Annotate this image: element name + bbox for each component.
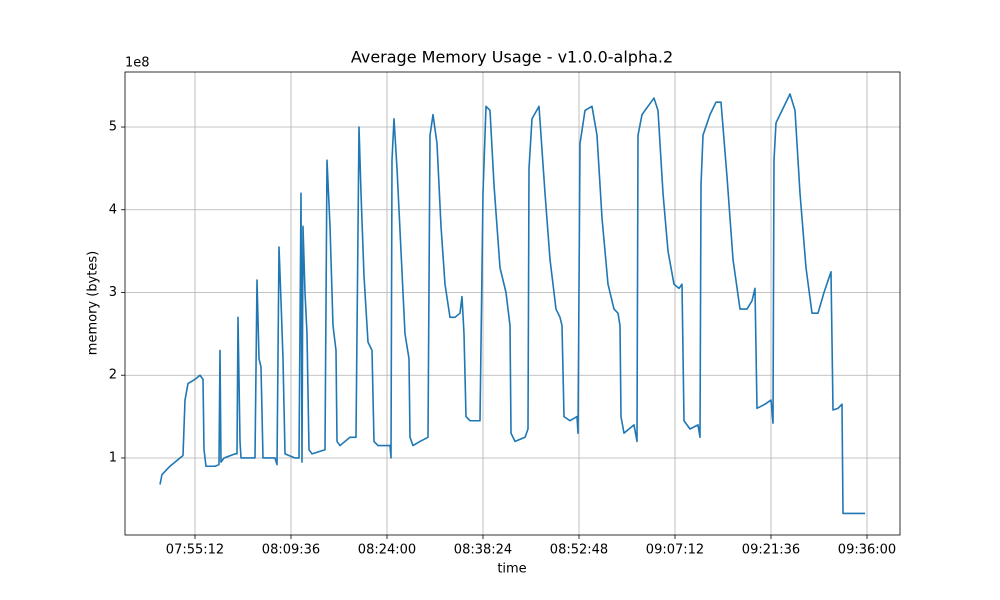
plot-frame [124, 71, 901, 536]
x-tick-label: 09:07:12 [646, 543, 704, 558]
x-tick-label: 08:38:24 [454, 543, 512, 558]
x-tick-label: 08:52:48 [550, 543, 608, 558]
y-tick-label: 4 [109, 202, 117, 217]
x-tick-label: 08:09:36 [262, 543, 320, 558]
x-tick-label: 09:36:00 [838, 543, 896, 558]
y-axis-label: memory (bytes) [86, 251, 101, 355]
y-tick-label: 1 [109, 450, 117, 465]
y-offset-text: 1e8 [125, 56, 150, 71]
y-tick-label: 3 [109, 285, 117, 300]
data-line [159, 93, 865, 515]
x-tick-label: 09:21:36 [742, 543, 800, 558]
x-tick-label: 07:55:12 [166, 543, 224, 558]
x-axis-label: time [497, 562, 526, 577]
y-tick-label: 5 [109, 120, 117, 135]
y-tick-label: 2 [109, 368, 117, 383]
chart-title: Average Memory Usage - v1.0.0-alpha.2 [351, 48, 673, 67]
x-tick-label: 08:24:00 [358, 543, 416, 558]
